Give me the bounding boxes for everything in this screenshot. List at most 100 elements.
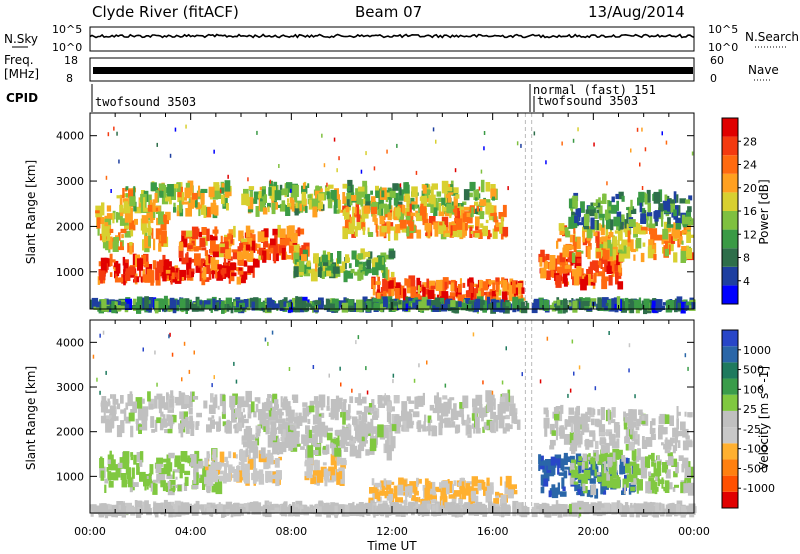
- power-cell: [273, 303, 280, 308]
- velocity-cell: [676, 418, 679, 429]
- velocity-sparse-cell: [355, 340, 357, 344]
- velocity-cell: [270, 428, 277, 435]
- power-cell: [155, 193, 158, 203]
- velocity-cell: [431, 426, 437, 436]
- power-cell: [609, 275, 613, 286]
- power-cell: [546, 270, 551, 280]
- velocity-cell: [475, 417, 480, 429]
- power-cell: [283, 301, 286, 307]
- velocity-sparse-cell: [236, 380, 238, 384]
- power-cell: [153, 239, 155, 251]
- velocity-cell: [150, 464, 154, 474]
- velocity-cell: [365, 428, 369, 438]
- velocity-cell: [544, 408, 549, 415]
- power-cell: [161, 231, 167, 244]
- velocity-cell: [678, 440, 681, 448]
- velocity-cell: [594, 453, 596, 457]
- velocity-cell: [508, 489, 514, 498]
- power-cell: [194, 228, 199, 236]
- power-sparse-cell: [573, 139, 575, 143]
- power-cell: [305, 206, 308, 213]
- power-cell: [406, 304, 408, 312]
- power-sparse-cell: [400, 183, 402, 187]
- velocity-cell: [577, 431, 580, 435]
- velocity-cell: [128, 477, 133, 487]
- power-sparse-cell: [217, 185, 219, 189]
- power-cell: [481, 288, 484, 296]
- power-cell: [376, 231, 378, 237]
- power-cell: [477, 206, 479, 212]
- velocity-cell: [636, 419, 641, 427]
- velocity-cell: [638, 434, 640, 446]
- power-cell: [512, 281, 516, 294]
- power-cell: [447, 197, 451, 202]
- power-cell: [280, 229, 286, 239]
- velocity-cell: [421, 509, 428, 514]
- power-sparse-cell: [113, 127, 115, 131]
- power-cell: [195, 200, 198, 207]
- power-cell: [665, 195, 668, 202]
- velocity-cell: [142, 399, 145, 404]
- power-cell: [221, 195, 225, 204]
- velocity-cell: [352, 416, 358, 425]
- velocity-cell: [177, 485, 181, 491]
- velocity-cell: [613, 452, 616, 461]
- velocity-cell: [225, 473, 232, 482]
- power-cell: [450, 283, 454, 292]
- power-cell: [572, 196, 578, 208]
- velocity-sparse-cell: [351, 389, 353, 393]
- power-cell: [386, 221, 390, 233]
- power-cell: [478, 211, 485, 215]
- power-cell: [521, 287, 524, 294]
- velocity-cell: [555, 420, 559, 428]
- velocity-cell: [453, 403, 457, 415]
- velocity-sparse-cell: [573, 372, 575, 376]
- power-cell: [270, 239, 276, 246]
- power-cell: [439, 212, 445, 217]
- freq-tick-bottom: 8: [66, 72, 73, 85]
- power-sparse-cell: [577, 127, 579, 131]
- velocity-cell: [211, 415, 214, 419]
- power-cell: [118, 246, 124, 250]
- velocity-cell: [633, 468, 638, 478]
- velocity-sparse-cell: [99, 391, 101, 395]
- power-cell: [351, 195, 356, 201]
- power-cell: [159, 191, 163, 198]
- velocity-sparse-cell: [154, 351, 156, 355]
- power-cell: [687, 206, 692, 212]
- nsearch-label: N.Search: [745, 30, 799, 44]
- power-cell: [454, 206, 457, 217]
- velocity-cell: [652, 418, 656, 425]
- velocity-cell: [601, 445, 605, 450]
- velocity-cell: [288, 505, 293, 511]
- velocity-cell: [540, 466, 545, 470]
- power-cell: [182, 192, 184, 203]
- power-cell: [570, 235, 573, 243]
- velocity-cell: [428, 494, 432, 499]
- nave-tick-top: 60: [710, 54, 724, 67]
- power-cell: [102, 235, 106, 242]
- velocity-cell: [207, 454, 210, 458]
- power-cell: [572, 301, 577, 313]
- power-cell: [682, 215, 686, 225]
- power-sparse-cell: [481, 170, 483, 174]
- power-cell: [678, 303, 681, 312]
- power-cell: [307, 183, 309, 188]
- power-cell: [395, 288, 400, 300]
- nsky-tick-top: 10^5: [52, 23, 82, 36]
- velocity-cell: [505, 505, 511, 516]
- power-cell: [375, 186, 379, 191]
- velocity-cell: [216, 481, 223, 494]
- velocity-sparse-cell: [168, 334, 170, 338]
- velocity-cell: [442, 488, 446, 500]
- velocity-cell: [247, 428, 252, 440]
- velocity-cell: [378, 493, 380, 501]
- velocity-cell: [377, 424, 384, 437]
- power-cell: [467, 213, 471, 217]
- velocity-cell: [369, 403, 372, 407]
- velocity-cell: [591, 419, 595, 426]
- power-cell: [205, 305, 211, 309]
- power-cell: [129, 242, 132, 246]
- velocity-cell: [228, 467, 235, 474]
- power-cell: [612, 262, 615, 272]
